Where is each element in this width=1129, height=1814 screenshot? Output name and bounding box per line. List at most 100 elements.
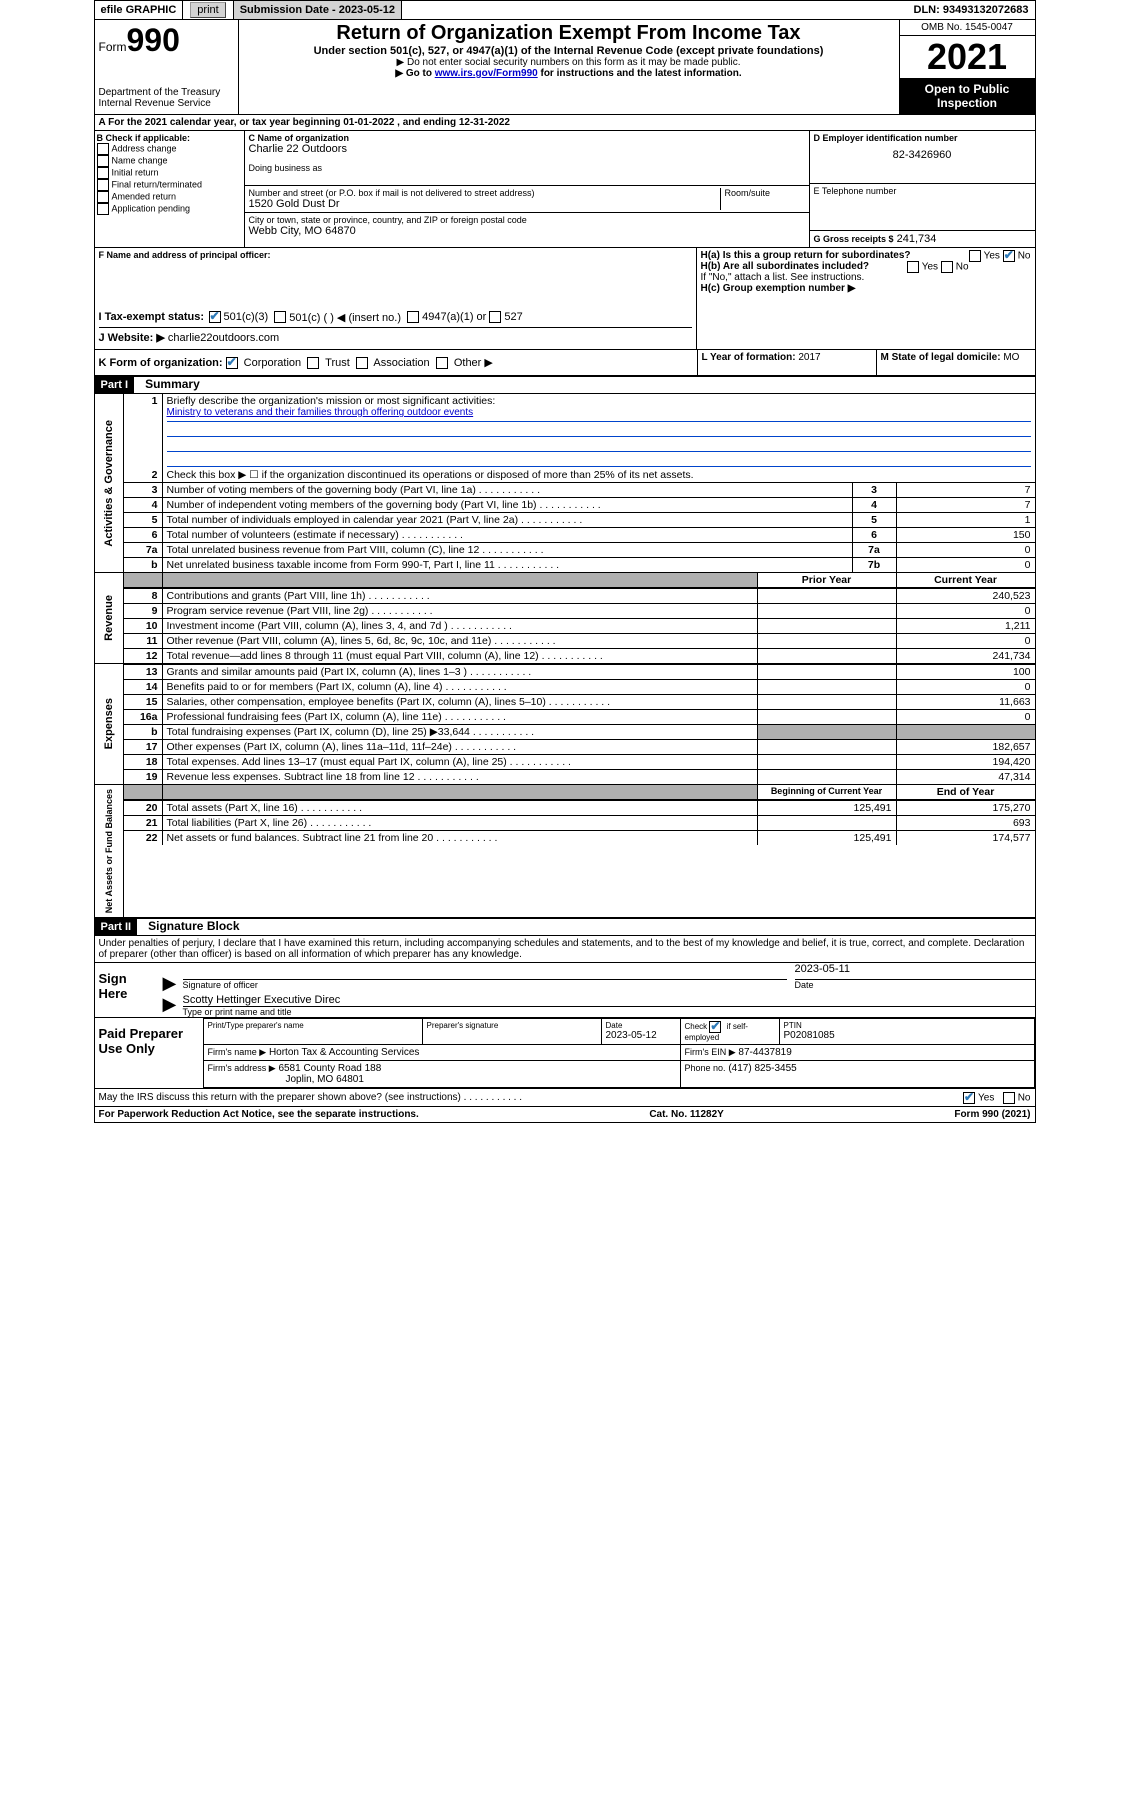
prior-val [757,695,896,710]
line-num: 12 [124,649,163,664]
paid-prep-body: Print/Type preparer's name Preparer's si… [203,1018,1035,1088]
box-k: K Form of organization: Corporation Trus… [95,350,697,375]
instr-2: ▶ Go to www.irs.gov/Form990 for instruct… [243,68,895,79]
checkbox-icon[interactable] [963,1092,975,1104]
checkbox-icon[interactable] [489,311,501,323]
form-990-page: efile GRAPHIC print Submission Date - 20… [94,0,1036,1123]
j-label: J Website: ▶ [99,332,165,344]
omb-number: OMB No. 1545-0047 [900,20,1035,36]
line-text: Total revenue—add lines 8 through 11 (mu… [162,649,757,664]
i-o4: 527 [504,311,522,324]
prior-val [757,755,896,770]
prior-val [757,770,896,785]
line-text: Contributions and grants (Part VIII, lin… [162,589,757,604]
arrow-icon: ▶ [163,963,183,994]
hdr-prior: Prior Year [757,573,896,588]
street-label: Number and street (or P.O. box if mail i… [249,188,720,198]
line-text: Total fundraising expenses (Part IX, col… [162,725,757,740]
checkbox-icon[interactable] [209,311,221,323]
street-cell: Number and street (or P.O. box if mail i… [245,186,809,213]
line-val: 0 [896,543,1035,558]
part2-badge: Part II [95,919,138,935]
checkbox-icon[interactable] [436,357,448,369]
prior-val [757,634,896,649]
sign-here-section: Sign Here ▶ Signature of officer 2023-05… [95,962,1035,1017]
irs-link[interactable]: www.irs.gov/Form990 [435,68,538,79]
side-governance: Activities & Governance [95,394,124,572]
expenses-rows: 13 Grants and similar amounts paid (Part… [124,664,1035,784]
checkbox-icon[interactable] [97,167,109,179]
line-text: Number of independent voting members of … [162,498,852,513]
checkbox-icon[interactable] [709,1021,721,1033]
street-val: 1520 Gold Dust Dr [249,198,720,210]
h-a: H(a) Is this a group return for subordin… [701,250,1031,261]
line-text: Total liabilities (Part X, line 26) [162,816,757,831]
year-text: For the 2021 calendar year, or tax year … [108,117,510,128]
checkbox-icon[interactable] [1003,250,1015,262]
sig-date-label: Date [795,980,1035,990]
checkbox-icon[interactable] [226,357,238,369]
line-text: Salaries, other compensation, employee b… [162,695,757,710]
line-text: Total unrelated business revenue from Pa… [162,543,852,558]
line-num: 4 [124,498,163,513]
i-o1: 501(c)(3) [224,311,269,324]
sig-officer-label: Signature of officer [183,980,787,990]
tax-year-line: A For the 2021 calendar year, or tax yea… [95,115,1035,131]
line-val: 7 [896,498,1035,513]
section-revenue: Revenue Prior Year Current Year 8 Contri… [95,573,1035,664]
footer-mid: Cat. No. 11282Y [649,1109,723,1120]
chk-final: Final return/terminated [97,179,242,191]
chk-name: Name change [97,155,242,167]
chk-initial: Initial return [97,167,242,179]
prior-val [757,665,896,680]
h-b: H(b) Are all subordinates included? Yes … [701,261,1031,272]
section-fh: F Name and address of principal officer:… [95,248,1035,350]
curr-val: 241,734 [896,649,1035,664]
checkbox-icon[interactable] [907,261,919,273]
checkbox-icon[interactable] [97,179,109,191]
box-j: J Website: ▶ charlie22outdoors.com [99,328,692,347]
sign-here-label: Sign Here [95,963,163,1017]
mission-link[interactable]: Ministry to veterans and their families … [167,407,474,418]
paid-prep-label: Paid Preparer Use Only [95,1018,203,1088]
line-num: 18 [124,755,163,770]
checkbox-icon[interactable] [1003,1092,1015,1104]
curr-val: 0 [896,680,1035,695]
beg-val: 125,491 [757,831,896,846]
checkbox-icon[interactable] [97,191,109,203]
prior-val [757,589,896,604]
prior-val [757,649,896,664]
header-center: Return of Organization Exempt From Incom… [239,20,899,114]
checkbox-icon[interactable] [274,311,286,323]
i-label: I Tax-exempt status: [99,311,209,324]
curr-val: 1,211 [896,619,1035,634]
declaration: Under penalties of perjury, I declare th… [95,936,1035,962]
line-num: b [124,558,163,573]
line-num: 5 [124,513,163,528]
checkbox-icon[interactable] [97,155,109,167]
chk-address: Address change [97,143,242,155]
prior-val [757,740,896,755]
city-val: Webb City, MO 64870 [249,225,805,237]
print-button[interactable]: print [190,2,225,18]
line-box: 5 [852,513,896,528]
line-num: 15 [124,695,163,710]
line-text: Net assets or fund balances. Subtract li… [162,831,757,846]
checkbox-icon[interactable] [969,250,981,262]
checkbox-icon[interactable] [97,203,109,215]
beg-val [757,816,896,831]
checkbox-icon[interactable] [356,357,368,369]
curr-val: 47,314 [896,770,1035,785]
checkbox-icon[interactable] [941,261,953,273]
revenue-rows: 8 Contributions and grants (Part VIII, l… [124,588,1035,663]
checkbox-icon[interactable] [97,143,109,155]
checkbox-icon[interactable] [407,311,419,323]
netassets-body: Beginning of Current Year End of Year 20… [124,785,1035,917]
checkbox-icon[interactable] [307,357,319,369]
line-2: Check this box ▶ ☐ if the organization d… [162,468,1035,482]
revenue-table: Prior Year Current Year [124,573,1035,588]
line-num: 6 [124,528,163,543]
side-netassets: Net Assets or Fund Balances [95,785,124,917]
line-num: 22 [124,831,163,846]
f-label: F Name and address of principal officer: [99,250,692,260]
